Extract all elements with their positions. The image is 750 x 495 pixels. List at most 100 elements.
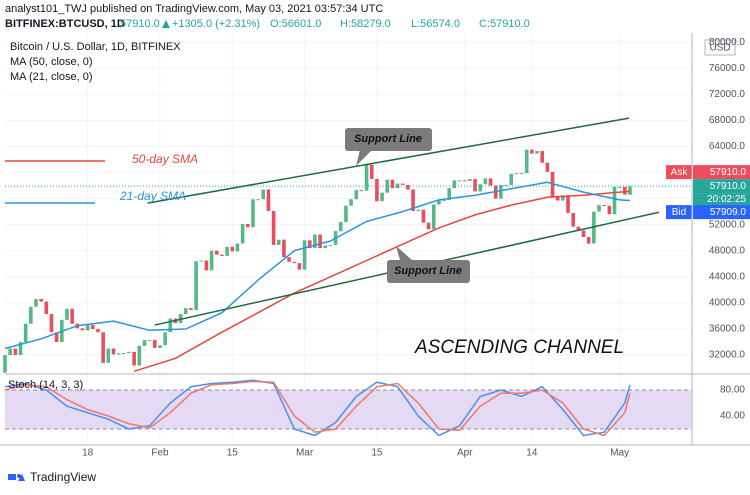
candle (545, 162, 550, 172)
candle (23, 323, 28, 343)
candle (369, 164, 374, 180)
candle (499, 184, 503, 199)
candle (571, 212, 575, 227)
candle (607, 205, 612, 215)
candle (431, 204, 436, 230)
candle (261, 189, 266, 200)
y-tick-label: 72000.0 (709, 89, 746, 100)
candle (483, 178, 488, 185)
plot (3, 117, 692, 437)
stoch-tick-label: 80.00 (720, 385, 745, 396)
candle (282, 239, 286, 258)
candle (230, 246, 235, 252)
x-tick-label: 18 (82, 448, 94, 459)
candle (328, 244, 333, 246)
candle (540, 150, 545, 163)
y-tick-label: 40000.0 (709, 298, 746, 309)
candle (535, 150, 539, 154)
ohlc-close: C:57910.0 (479, 18, 530, 30)
candle (189, 308, 193, 311)
candle (271, 210, 276, 245)
y-tick-label: 76000.0 (709, 63, 746, 74)
ask-tag (666, 165, 692, 180)
pattern-label: ASCENDING CHANNEL (414, 337, 624, 358)
candle (509, 173, 514, 185)
candle (566, 195, 570, 213)
candle (209, 250, 214, 271)
y-tick-label: 32000.0 (709, 350, 746, 361)
bid-label: 57909.0 (710, 207, 747, 218)
ohlc-open: O:56601.0 (270, 18, 321, 30)
candle (323, 245, 328, 249)
candle (225, 246, 229, 256)
candle (411, 189, 415, 211)
bid-tag (666, 205, 692, 220)
footer-brand: TradingView (30, 470, 96, 484)
candle (586, 237, 591, 244)
callout-pointer (356, 150, 372, 166)
y-tick-label: 80000.0 (709, 37, 746, 48)
candle (214, 250, 219, 255)
ohlc-high: H:58279.0 (340, 18, 391, 30)
candle (375, 179, 379, 202)
candle (452, 180, 457, 189)
x-tick-label: May (610, 448, 629, 459)
callout-pointer (396, 246, 412, 260)
candle (421, 209, 426, 223)
candle (80, 328, 85, 331)
last-label: 57910.0 (710, 181, 747, 192)
y-tick-label: 68000.0 (709, 115, 746, 126)
x-tick-label: Mar (296, 448, 314, 459)
candle (318, 234, 322, 249)
candle (168, 318, 173, 333)
candle (530, 149, 534, 154)
candle (44, 301, 49, 314)
candle (199, 260, 204, 262)
ask-label: 57910.0 (710, 167, 747, 178)
stoch-tick-label: 40.00 (720, 411, 745, 422)
candle (617, 186, 622, 188)
candle (468, 179, 472, 181)
moving-average (133, 190, 631, 373)
candle (364, 164, 369, 191)
candle (612, 186, 617, 215)
candle (395, 183, 400, 189)
moving-average (4, 181, 631, 350)
candle (597, 205, 601, 212)
y-tick-label: 52000.0 (709, 219, 746, 230)
candle (122, 353, 126, 355)
candle (478, 184, 483, 192)
candle (292, 261, 297, 264)
candle (158, 345, 162, 348)
callout-box (387, 260, 470, 283)
candle (194, 261, 198, 311)
currency: USD (709, 43, 730, 54)
candle (307, 240, 312, 249)
candle (380, 192, 384, 202)
logo-mark (17, 474, 21, 478)
candle (457, 180, 462, 182)
candle (96, 328, 100, 333)
candle (29, 306, 33, 324)
x-tick-label: Feb (151, 448, 169, 459)
candle (313, 234, 317, 249)
channel-line (147, 117, 630, 204)
candle (442, 199, 446, 201)
candle (245, 224, 250, 228)
candle (220, 254, 224, 256)
candle (8, 348, 12, 356)
candle (256, 199, 260, 201)
sma50-note: 50-day SMA (132, 152, 198, 166)
candle (240, 224, 245, 244)
candle (426, 222, 431, 230)
candle (147, 340, 152, 342)
logo-mark (18, 474, 25, 481)
candle (34, 298, 38, 307)
logo-mark (8, 474, 16, 480)
candle (514, 173, 519, 175)
candle (235, 243, 240, 252)
x-tick-label: 14 (526, 448, 538, 459)
candle (302, 240, 307, 270)
countdown-box (693, 193, 750, 207)
candle (628, 186, 632, 195)
